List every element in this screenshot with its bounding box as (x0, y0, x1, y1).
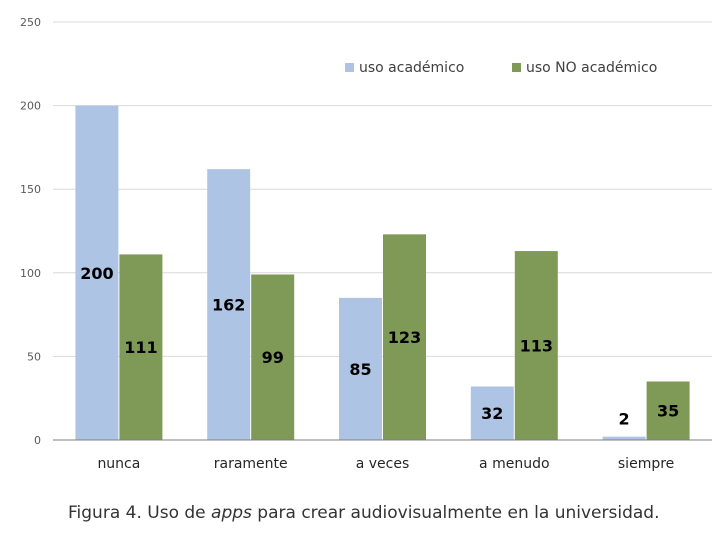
data-label: 2 (619, 410, 630, 429)
bar-academico (602, 436, 646, 440)
x-tick-label: raramente (214, 456, 288, 472)
data-label: 85 (349, 360, 371, 379)
legend-label: uso NO académico (526, 60, 657, 76)
legend: uso académico uso NO académico (345, 60, 657, 76)
x-tick-label: siempre (618, 456, 674, 472)
legend-label: uso académico (359, 60, 464, 76)
bar-academico (75, 105, 119, 440)
y-tick-label: 150 (20, 183, 41, 196)
figure-caption: Figura 4. Uso de apps para crear audiovi… (68, 503, 659, 523)
x-tick-label: a menudo (479, 456, 549, 472)
data-labels: 200 111 162 99 85 123 32 113 2 35 (80, 264, 679, 429)
y-tick-label: 100 (20, 267, 41, 280)
data-label: 162 (212, 296, 245, 315)
caption-suffix: para crear audiovisualmente en la univer… (251, 503, 660, 523)
x-tick-label: nunca (97, 456, 140, 472)
bar-no-academico (119, 254, 163, 440)
y-tick-label: 200 (20, 100, 41, 113)
bar-no-academico (251, 274, 295, 440)
legend-swatch (512, 63, 521, 72)
bars (75, 105, 690, 441)
caption-prefix: Figura 4. Uso de (68, 503, 212, 523)
gridlines (53, 21, 712, 357)
y-tick-label: 250 (20, 16, 41, 29)
y-axis-ticks: 0 50 100 150 200 250 (20, 16, 41, 447)
data-label: 113 (520, 337, 553, 356)
y-tick-label: 50 (27, 350, 41, 363)
bar-no-academico (514, 251, 558, 440)
y-tick-label: 0 (34, 434, 41, 447)
data-label: 35 (657, 402, 679, 421)
bar-academico (470, 386, 514, 440)
bar-academico (339, 297, 382, 440)
data-label: 123 (388, 328, 421, 347)
data-label: 99 (262, 348, 284, 367)
x-axis-ticks: nunca raramente a veces a menudo siempre (97, 456, 674, 472)
data-label: 200 (80, 264, 113, 283)
bar-no-academico (646, 381, 690, 440)
data-label: 32 (481, 404, 503, 423)
legend-swatch (345, 63, 354, 72)
bar-academico (207, 169, 251, 441)
bar-no-academico (383, 234, 426, 440)
x-tick-label: a veces (356, 456, 410, 472)
caption-emphasis: apps (211, 503, 252, 523)
bar-chart: 0 50 100 150 200 250 nunca raramente a veces a m… (20, 16, 712, 472)
data-label: 111 (124, 338, 157, 357)
